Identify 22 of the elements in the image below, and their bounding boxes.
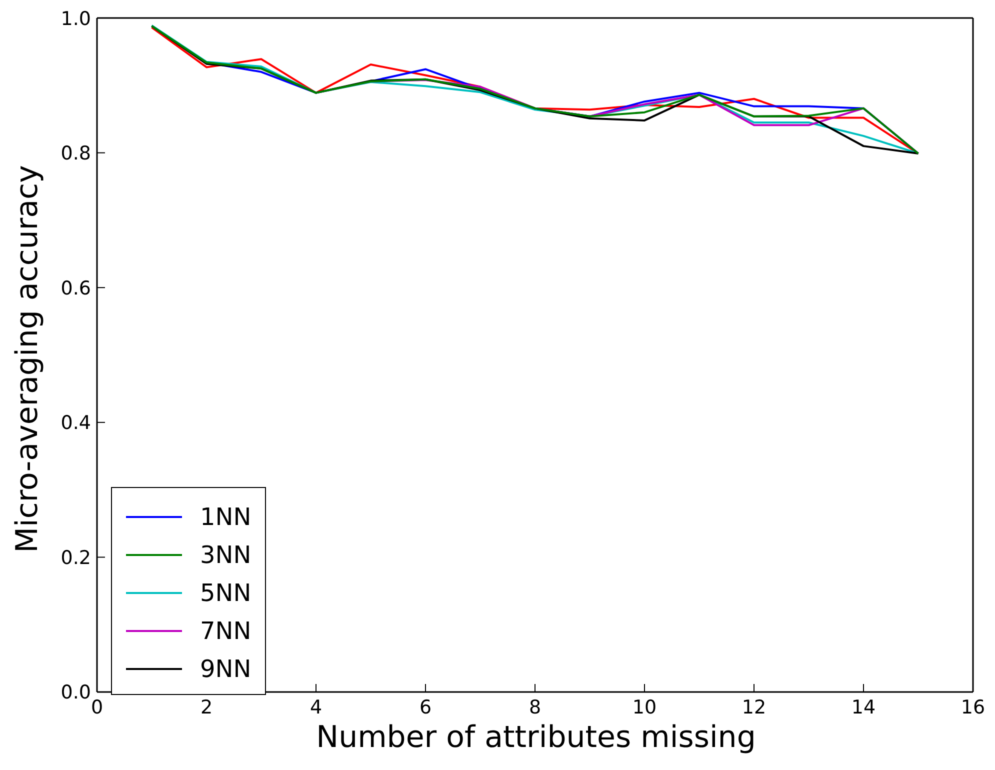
legend-label: 3NN	[200, 541, 252, 569]
y-tick-label: 0.4	[60, 412, 91, 434]
legend-label: 9NN	[200, 655, 252, 683]
x-tick-label: 4	[310, 696, 322, 719]
x-tick-label: 12	[742, 696, 766, 719]
legend-label: 7NN	[200, 617, 252, 645]
y-tick-label: 0.0	[60, 682, 91, 704]
x-tick-label: 8	[528, 696, 542, 719]
y-tick-label: 0.8	[60, 142, 91, 165]
x-tick-label: 10	[632, 696, 657, 719]
y-tick-label: 0.6	[60, 277, 91, 300]
x-tick-label: 14	[851, 696, 876, 719]
x-tick-label: 16	[960, 696, 986, 719]
legend-label: 5NN	[200, 579, 252, 607]
y-tick-label: 0.2	[60, 546, 91, 569]
x-axis-title: Number of attributes missing	[315, 720, 757, 755]
x-tick-label: 2	[200, 696, 213, 719]
y-axis-title: Micro-averaging accuracy	[9, 164, 46, 555]
y-tick-label: 1.0	[60, 8, 91, 30]
x-tick-label: 6	[419, 696, 432, 719]
x-tick-label: 0	[90, 696, 104, 719]
legend-label: 1NN	[200, 503, 252, 531]
